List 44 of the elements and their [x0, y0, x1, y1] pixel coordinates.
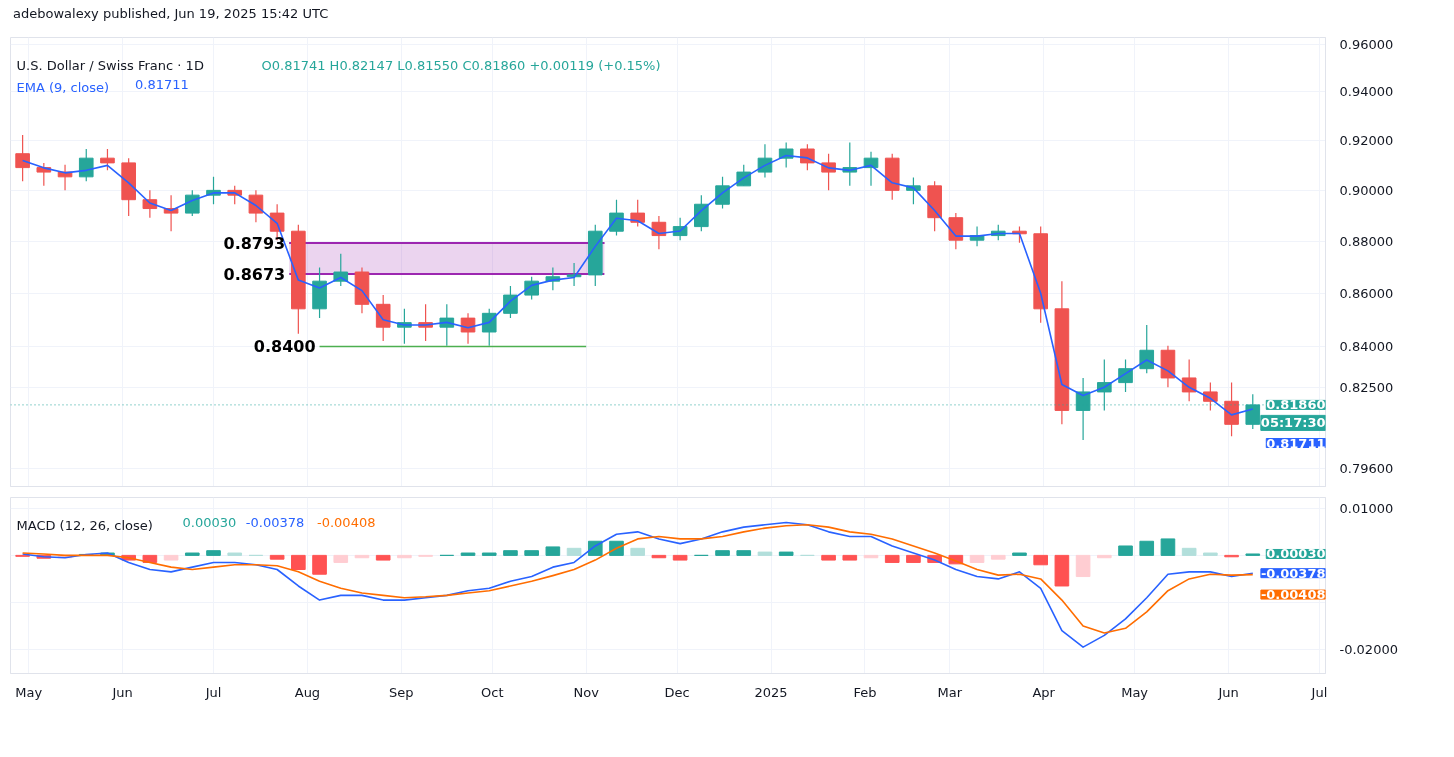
- y-tick-label: 0.94000: [1339, 84, 1394, 100]
- x-tick-label: Jul: [1310, 684, 1328, 700]
- x-tick-label: Oct: [481, 684, 504, 700]
- x-tick-label: May: [1121, 684, 1149, 700]
- annotation: 0.00030: [1266, 546, 1326, 562]
- annotation: 0.8793: [223, 234, 286, 254]
- x-tick-label: Sep: [389, 684, 414, 700]
- y-tick-label: -0.02000: [1339, 642, 1398, 657]
- x-tick-label: Apr: [1032, 684, 1056, 700]
- annotation: 0.81711: [1266, 435, 1326, 451]
- text: EMA (9, close): [16, 79, 110, 95]
- annotation: 0.8673: [223, 265, 286, 285]
- text: -0.00378: [245, 514, 305, 530]
- annotation: 05:17:30: [1260, 415, 1326, 431]
- y-tick-label: 0.79600: [1339, 460, 1394, 476]
- x-tick-label: Dec: [664, 684, 690, 700]
- y-tick-label: 0.92000: [1339, 133, 1394, 149]
- x-tick-label: Jun: [1217, 684, 1239, 700]
- x-tick-label: Feb: [853, 684, 877, 700]
- x-tick-label: Jul: [204, 684, 222, 700]
- x-tick-label: Nov: [573, 684, 600, 700]
- text: 0.00030: [182, 514, 237, 530]
- x-tick-label: Aug: [294, 684, 321, 700]
- annotation: -0.00408: [1260, 587, 1326, 603]
- y-tick-label: 0.96000: [1339, 36, 1394, 52]
- text: -0.00408: [317, 514, 376, 530]
- x-tick-label: 2025: [754, 684, 788, 700]
- text: adebowalexy published, Jun 19, 2025 15:42 UTC: [13, 5, 329, 23]
- annotation: 0.8400: [253, 337, 316, 357]
- annotation: -0.00378: [1260, 565, 1326, 581]
- text: 0.81711: [135, 76, 189, 92]
- y-tick-label: 0.90000: [1339, 182, 1394, 198]
- x-tick-label: Jun: [111, 684, 133, 700]
- y-tick-label: 0.01000: [1339, 500, 1394, 516]
- y-tick-label: 0.88000: [1339, 233, 1394, 249]
- text: O0.81741 H0.82147 L0.81550 C0.81860 +0.00119 (+0.15%): [261, 57, 661, 73]
- y-tick-label: 0.86000: [1339, 285, 1394, 301]
- text: U.S. Dollar / Swiss Franc · 1D: [16, 57, 204, 73]
- ref-line-label: 0.81860: [1266, 397, 1326, 413]
- x-tick-label: May: [15, 684, 43, 700]
- y-tick-label: 0.82500: [1339, 379, 1394, 395]
- x-tick-label: Mar: [937, 684, 963, 700]
- y-tick-label: 0.84000: [1339, 338, 1394, 354]
- text: MACD (12, 26, close): [16, 517, 153, 533]
